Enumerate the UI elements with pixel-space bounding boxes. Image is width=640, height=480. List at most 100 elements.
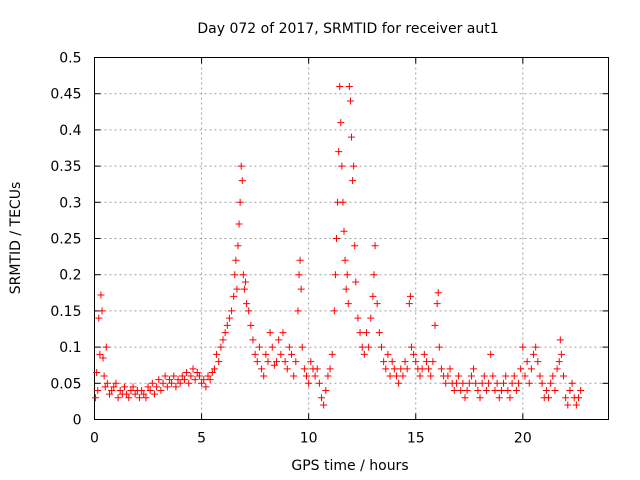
data-point [313,365,321,373]
data-point [434,289,442,297]
data-point [341,256,349,264]
data-point [405,300,413,308]
data-point [270,361,278,369]
data-point [288,350,296,358]
data-point [165,376,173,384]
data-point [478,379,486,387]
data-point [470,365,478,373]
data-point [260,372,268,380]
y-tick-label: 0.35 [50,159,81,175]
data-point [213,350,221,358]
data-point [502,372,510,380]
data-point [504,387,512,395]
data-point [101,383,109,391]
data-point [461,394,469,402]
data-point [208,368,216,376]
data-point [444,372,452,380]
data-point [123,390,131,398]
data-point [303,372,311,380]
data-point [390,365,398,373]
data-point [575,394,583,402]
data-point [333,235,341,242]
data-point [231,271,239,279]
chart-title: Day 072 of 2017, SRMTID for receiver aut… [197,21,498,37]
data-point [234,242,242,250]
data-point [108,387,116,395]
data-point [338,162,346,170]
data-point [437,365,445,373]
data-point [362,329,370,337]
data-point [429,358,437,366]
data-point [206,376,214,384]
data-point [217,343,225,351]
y-tick-label: 0.4 [59,123,81,139]
x-tick-label: 15 [407,431,425,447]
data-point [360,350,368,358]
data-point [159,379,167,387]
data-point [305,379,313,387]
data-point [345,82,353,90]
data-point [191,376,199,384]
data-point [245,307,253,315]
data-point [163,383,171,391]
data-point [549,372,557,380]
data-point [204,372,212,380]
data-point [241,278,249,286]
data-point [202,383,210,391]
data-point [172,383,180,391]
data-point [354,314,362,322]
data-point [457,387,465,395]
data-point [320,401,328,409]
data-point [266,329,274,337]
data-point [336,82,344,90]
data-point [200,376,208,384]
data-point [442,379,450,387]
data-point [238,177,246,185]
data-point [350,162,358,170]
data-point [476,394,484,402]
data-point [508,379,516,387]
data-point [221,329,229,337]
data-point [110,383,118,391]
data-point [168,379,176,387]
data-point [474,387,482,395]
data-point [500,379,508,387]
data-point [530,350,538,358]
data-point [178,372,186,380]
y-tick-label: 0.5 [59,51,81,67]
y-tick-label: 0.3 [59,195,81,211]
data-point [352,278,360,286]
data-point [493,379,501,387]
data-point [452,379,460,387]
data-point [406,292,414,300]
data-point [450,387,458,395]
data-point [215,358,223,366]
data-point [358,343,366,351]
data-point [258,365,266,373]
data-point [577,387,585,395]
data-point [545,394,553,402]
data-point [433,300,441,308]
data-point [311,372,319,380]
data-point [230,292,238,300]
data-point [176,379,184,387]
data-point [371,242,379,250]
data-point [116,387,124,395]
data-point [219,336,227,344]
data-point [330,307,338,315]
data-point [255,343,263,351]
data-point [198,379,206,387]
data-point [510,372,518,380]
data-point [521,372,529,380]
data-point [112,379,120,387]
data-point [506,394,514,402]
data-point [487,350,495,358]
data-point [534,358,542,366]
data-point [102,343,110,351]
data-point [395,379,403,387]
data-point [297,285,305,293]
data-point [96,350,104,358]
data-point [482,387,490,395]
data-points [92,82,585,409]
data-point [375,329,383,337]
